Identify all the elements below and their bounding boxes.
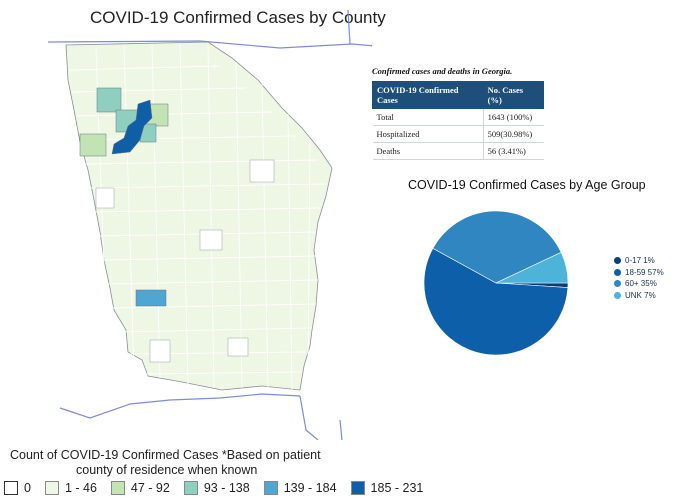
table-cell: Hospitalized [372,125,484,143]
map-legend-title-line2: county of residence when known [76,463,258,477]
legend-label: UNK 7% [625,290,656,300]
table-header-category: COVID-19 Confirmed Cases [372,81,484,109]
map-legend-swatch [183,481,198,495]
table-row: Deaths 56 (3.41%) [372,142,544,160]
legend-swatch [614,268,621,276]
map-legend: 0 1 - 46 47 - 92 93 - 138 139 - 184 185 … [4,481,437,495]
table-cell: 1643 (100%) [482,108,544,126]
age-group-pie-chart [423,210,569,356]
table-cell: 56 (3.41%) [482,142,544,160]
shaded-counties [79,87,169,307]
legend-item: 60+ 35% [614,278,664,290]
table-cell: Deaths [372,142,484,160]
pie-chart-title: COVID-19 Confirmed Cases by Age Group [408,178,646,192]
legend-label: 18-59 57% [625,267,664,277]
legend-swatch [614,280,621,288]
cases-table: COVID-19 Confirmed Cases No. Cases (%) T… [372,81,545,160]
map-legend-swatch [110,481,125,495]
legend-item: 0-17 1% [614,255,664,267]
map-legend-label: 93 - 138 [203,481,250,495]
map-legend-label: 185 - 231 [370,481,424,495]
map-legend-swatch [44,481,59,495]
table-caption: Confirmed cases and deaths in Georgia. [372,66,513,76]
map-legend-bin: 47 - 92 [110,481,170,495]
legend-label: 60+ 35% [625,279,657,289]
map-legend-bin: 0 [4,481,31,495]
table-row: Hospitalized 509(30.98%) [372,125,544,143]
map-legend-bin: 93 - 138 [183,481,250,495]
state-borders [47,9,372,440]
table-header-count: No. Cases (%) [482,81,545,109]
pie-legend: 0-17 1% 18-59 57% 60+ 35% UNK 7% [614,255,664,301]
map-legend-label: 47 - 92 [130,481,170,495]
map-legend-label: 1 - 46 [64,481,97,495]
legend-swatch [614,291,621,299]
pie-slice-UNK [495,251,569,284]
legend-label: 0-17 1% [625,256,655,266]
table-cell: 509(30.98%) [482,125,544,143]
map-legend-bin: 185 - 231 [350,481,424,495]
legend-swatch [614,257,621,265]
map-legend-label: 139 - 184 [283,481,337,495]
cases-table-block: Confirmed cases and deaths in Georgia. C… [372,66,545,160]
map-legend-swatch [263,481,278,495]
table-row: Total 1643 (100%) [372,108,544,126]
table-cell: Total [372,108,484,126]
legend-item: 18-59 57% [614,267,664,279]
map-title: COVID-19 Confirmed Cases by County [90,8,386,27]
county-boundaries [69,43,327,393]
zero-case-counties [95,159,275,363]
pie-slice-60+ [432,210,562,284]
pie-slice-18-59 [423,247,569,356]
map-legend-title: Count of COVID-19 Confirmed Cases *Based… [10,448,321,478]
map-legend-bin: 1 - 46 [44,481,97,495]
map-legend-title-line1: Count of COVID-19 Confirmed Cases *Based… [10,448,321,462]
georgia-county-map [47,9,372,440]
map-legend-swatch [4,481,18,495]
map-legend-bin: 139 - 184 [263,481,337,495]
map-legend-swatch [350,481,365,495]
map-legend-label: 0 [24,481,31,495]
legend-item: UNK 7% [614,290,664,302]
